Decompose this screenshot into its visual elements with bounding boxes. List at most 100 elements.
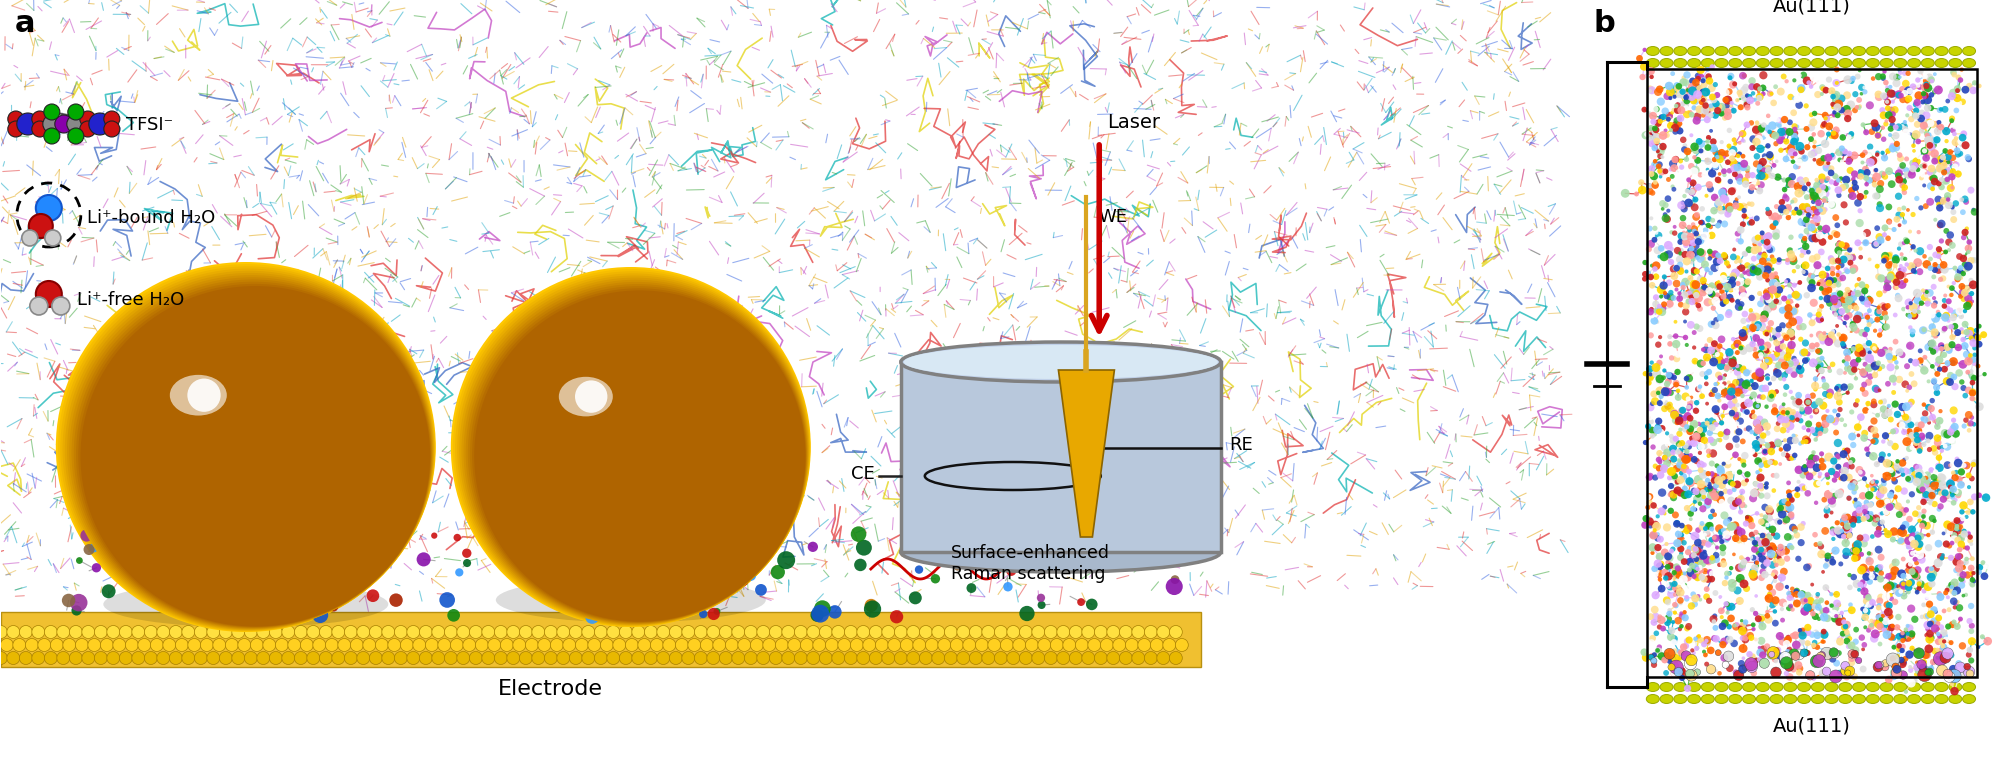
Circle shape — [1927, 265, 1933, 271]
Ellipse shape — [1729, 694, 1741, 703]
Circle shape — [1777, 148, 1783, 153]
Circle shape — [1652, 658, 1658, 664]
Circle shape — [1707, 337, 1713, 343]
Circle shape — [1763, 559, 1771, 567]
Circle shape — [1723, 475, 1727, 481]
Circle shape — [1955, 369, 1963, 377]
Circle shape — [1681, 415, 1687, 421]
Circle shape — [1833, 429, 1839, 435]
Circle shape — [1739, 289, 1747, 297]
Circle shape — [1737, 375, 1741, 379]
Circle shape — [1156, 625, 1170, 638]
Circle shape — [1703, 266, 1709, 273]
Circle shape — [1719, 420, 1723, 425]
Circle shape — [1915, 477, 1921, 484]
Circle shape — [1751, 488, 1759, 497]
Circle shape — [1945, 198, 1951, 202]
Circle shape — [1697, 565, 1703, 571]
Circle shape — [1877, 661, 1883, 668]
Circle shape — [1787, 148, 1795, 156]
Circle shape — [1949, 334, 1955, 341]
Circle shape — [1835, 299, 1843, 307]
Circle shape — [851, 638, 863, 652]
Ellipse shape — [1797, 683, 1811, 691]
Circle shape — [1785, 501, 1791, 506]
Circle shape — [1895, 663, 1899, 668]
Circle shape — [1715, 382, 1719, 385]
Circle shape — [1819, 613, 1829, 621]
Circle shape — [1703, 157, 1711, 165]
Circle shape — [1771, 267, 1773, 271]
Circle shape — [1707, 430, 1713, 436]
Circle shape — [1751, 622, 1755, 627]
Circle shape — [1787, 250, 1795, 258]
Circle shape — [1018, 606, 1034, 621]
Circle shape — [1957, 534, 1965, 543]
Circle shape — [1683, 491, 1691, 498]
Circle shape — [1887, 624, 1895, 631]
Circle shape — [1829, 266, 1835, 273]
Circle shape — [1733, 161, 1741, 170]
Circle shape — [1695, 236, 1703, 245]
Circle shape — [1879, 170, 1885, 177]
Circle shape — [845, 652, 857, 665]
Circle shape — [1897, 155, 1903, 162]
Circle shape — [1915, 83, 1921, 88]
Circle shape — [1769, 257, 1777, 264]
Circle shape — [1765, 546, 1773, 553]
Circle shape — [1785, 366, 1793, 374]
Circle shape — [1877, 593, 1885, 601]
Circle shape — [1821, 629, 1827, 634]
Circle shape — [1675, 449, 1681, 455]
Circle shape — [1735, 597, 1743, 605]
Circle shape — [1675, 295, 1683, 302]
Circle shape — [1819, 238, 1827, 246]
Circle shape — [1925, 487, 1935, 495]
Circle shape — [1783, 296, 1787, 300]
Ellipse shape — [1963, 694, 1975, 703]
Circle shape — [1693, 539, 1701, 547]
Circle shape — [1741, 279, 1749, 288]
Circle shape — [1857, 313, 1863, 318]
Circle shape — [1819, 207, 1827, 215]
Circle shape — [1969, 571, 1973, 575]
Circle shape — [1765, 359, 1769, 363]
Circle shape — [1887, 453, 1891, 456]
Circle shape — [1915, 154, 1921, 159]
Circle shape — [1923, 83, 1929, 89]
Circle shape — [1807, 276, 1815, 283]
Circle shape — [1843, 524, 1851, 531]
Circle shape — [1929, 501, 1933, 506]
Circle shape — [1825, 186, 1831, 191]
Circle shape — [1821, 527, 1829, 535]
Circle shape — [1675, 591, 1681, 596]
Circle shape — [1673, 265, 1679, 272]
Circle shape — [1717, 384, 1725, 391]
Circle shape — [1883, 472, 1887, 478]
Circle shape — [1703, 593, 1709, 600]
Circle shape — [1905, 650, 1913, 659]
Circle shape — [1937, 366, 1943, 372]
Circle shape — [1761, 251, 1767, 256]
Circle shape — [296, 535, 306, 544]
Circle shape — [1731, 451, 1739, 458]
Circle shape — [1969, 580, 1975, 587]
Circle shape — [1656, 450, 1664, 456]
Circle shape — [1699, 289, 1707, 297]
Circle shape — [1901, 573, 1907, 579]
Circle shape — [1650, 653, 1656, 659]
Circle shape — [1667, 290, 1673, 295]
Circle shape — [1893, 313, 1897, 317]
Circle shape — [1737, 562, 1745, 571]
Circle shape — [1789, 317, 1797, 326]
Circle shape — [1715, 252, 1721, 258]
Circle shape — [1652, 567, 1660, 575]
Circle shape — [1741, 326, 1747, 332]
Circle shape — [1749, 265, 1757, 273]
Circle shape — [1841, 298, 1849, 306]
Circle shape — [1857, 347, 1865, 356]
Circle shape — [1899, 162, 1905, 169]
Circle shape — [1717, 335, 1725, 343]
Circle shape — [495, 625, 507, 638]
Circle shape — [1873, 168, 1879, 173]
